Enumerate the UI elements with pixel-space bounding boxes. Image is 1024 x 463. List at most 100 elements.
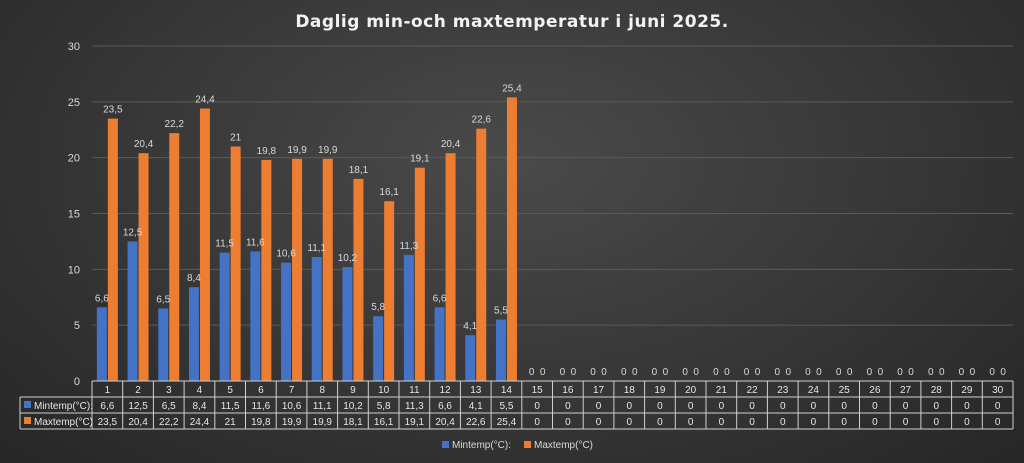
x-category-label: 13 [470,385,482,396]
table-cell: 0 [903,417,909,428]
max-bar [445,153,456,381]
x-category-label: 28 [931,385,943,396]
table-cell: 0 [719,417,725,428]
table-cell: 10,6 [282,401,302,412]
min-data-label: 0 [621,367,627,378]
min-data-label: 12,5 [123,227,143,238]
table-cell: 20,4 [435,417,455,428]
table-cell: 0 [811,401,817,412]
table-cell: 11,3 [405,401,424,412]
table-legend-key [24,417,31,424]
y-tick-label: 25 [68,97,80,109]
table-series-name: Maxtemp(°C) [34,417,93,428]
table-cell: 11,1 [313,401,332,412]
table-cell: 23,5 [98,417,118,428]
table-cell: 0 [657,401,663,412]
x-category-label: 14 [501,385,513,396]
min-data-label: 6,6 [95,293,109,304]
table-cell: 0 [565,401,571,412]
x-category-label: 16 [562,385,574,396]
table-cell: 0 [933,417,939,428]
max-data-label: 19,8 [257,146,277,157]
x-category-label: 24 [808,385,820,396]
legend: Mintemp(°C): Maxtemp(°C) [442,440,593,451]
y-axis: 0 5 10 15 20 25 30 [68,41,80,388]
max-data-label: 0 [878,367,884,378]
table-cell: 0 [903,401,909,412]
chart-title: Daglig min-och maxtemperatur i juni 2025… [295,12,728,32]
min-data-label: 11,3 [399,241,418,252]
x-category-label: 12 [439,385,451,396]
table-cell: 19,9 [313,417,333,428]
table-cell: 0 [657,417,663,428]
min-bar [495,319,506,381]
table-cell: 22,2 [159,417,179,428]
min-data-label: 0 [560,367,566,378]
y-tick-label: 5 [74,320,80,332]
min-data-label: 0 [590,367,596,378]
table-cell: 6,5 [162,401,176,412]
x-category-label: 21 [716,385,728,396]
table-cell: 20,4 [128,417,148,428]
table-cell: 16,1 [374,417,394,428]
max-data-label: 20,4 [134,139,154,150]
y-tick-label: 0 [74,376,80,388]
x-category-label: 19 [654,385,666,396]
x-category-label: 20 [685,385,697,396]
table-cell: 18,1 [343,417,363,428]
table-cell: 4,1 [469,401,483,412]
x-category-label: 25 [839,385,851,396]
x-category-label: 11 [409,385,420,396]
min-data-label: 10,2 [338,253,358,264]
max-data-label: 0 [847,367,853,378]
table-cell: 5,5 [499,401,513,412]
x-category-label: 22 [746,385,758,396]
bars [96,97,517,382]
table-series-name: Mintemp(°C): [34,401,93,412]
max-data-label: 0 [540,367,546,378]
table-cell: 0 [719,401,725,412]
max-bar [414,167,425,381]
max-bar [353,178,364,381]
max-bar [138,153,149,381]
table-cell: 0 [596,417,602,428]
max-bar [506,97,517,381]
min-data-label: 0 [897,367,903,378]
min-bar [96,307,107,381]
min-bar [342,267,353,381]
table-cell: 0 [933,401,939,412]
table-cell: 0 [995,417,1001,428]
table-cell: 0 [596,401,602,412]
table-cell: 0 [780,401,786,412]
min-data-label: 0 [989,367,995,378]
min-bar [250,251,261,381]
gridlines [92,45,1013,382]
max-data-label: 20,4 [441,139,461,150]
min-data-label: 0 [959,367,965,378]
min-data-label: 10,6 [276,249,296,260]
max-data-label: 18,1 [349,165,369,176]
data-table: 1 2 3 4 5 6 7 8 9 10 11 12 13 14 15 16 17 18 19 20 21 22 23 24 2… [19,380,1014,430]
max-data-label: 25,4 [502,83,522,94]
y-tick-label: 30 [68,41,80,53]
min-bar [434,307,445,381]
table-cell: 0 [872,401,878,412]
min-data-label: 4,1 [463,321,477,332]
table-cell: 0 [841,417,847,428]
table-cell: 0 [626,401,632,412]
table-cell: 19,8 [251,417,271,428]
x-category-label: 27 [900,385,912,396]
table-cell: 5,8 [377,401,391,412]
max-data-label: 0 [970,367,976,378]
max-data-label: 21 [230,133,242,144]
max-data-label: 0 [785,367,791,378]
min-data-label: 0 [652,367,658,378]
min-data-label: 0 [836,367,842,378]
table-cell: 0 [964,417,970,428]
x-category-label: 6 [258,385,264,396]
min-data-label: 5,8 [371,302,385,313]
max-data-label: 0 [601,367,607,378]
min-data-label: 0 [713,367,719,378]
table-cell: 19,1 [405,417,425,428]
